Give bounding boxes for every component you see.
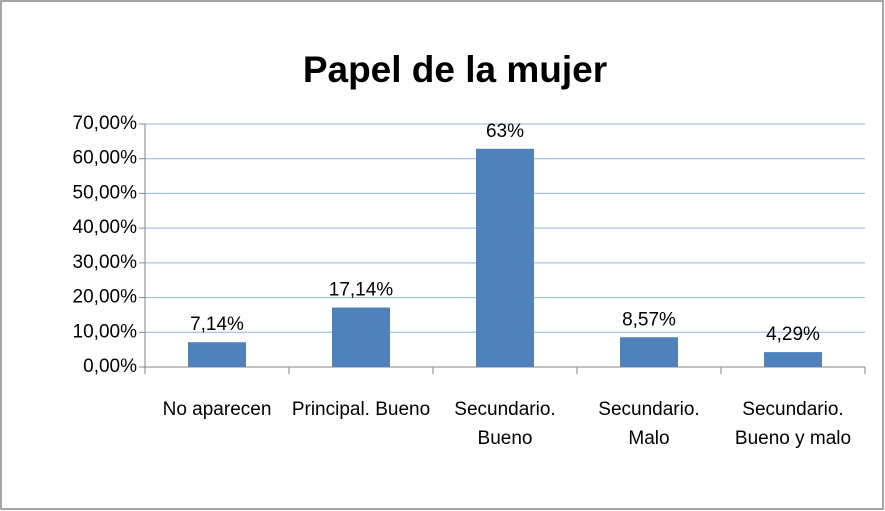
bar xyxy=(764,352,822,367)
chart-title: Papel de la mujer xyxy=(303,49,607,90)
y-tick-label: 0,00% xyxy=(83,356,137,377)
bar xyxy=(620,337,678,367)
y-tick-label: 40,00% xyxy=(73,217,138,238)
bar xyxy=(476,148,534,367)
value-label: 7,14% xyxy=(190,314,244,335)
value-label: 17,14% xyxy=(329,280,394,301)
value-label: 4,29% xyxy=(766,324,820,345)
x-tick-label: Secundario. Bueno xyxy=(454,399,556,449)
x-tick-label: Secundario. Malo xyxy=(598,399,700,449)
value-label: 63% xyxy=(486,121,524,142)
x-tick-label: Principal. Bueno xyxy=(291,399,431,420)
y-tick-label: 50,00% xyxy=(73,182,138,203)
y-tick-label: 10,00% xyxy=(73,321,138,342)
x-tick-label: Secundario. Bueno y malo xyxy=(734,399,852,449)
value-label: 8,57% xyxy=(622,309,676,330)
bar xyxy=(188,342,246,367)
y-tick-label: 30,00% xyxy=(73,252,138,273)
x-tick-label: No aparecen xyxy=(162,399,272,420)
bar xyxy=(332,307,390,367)
y-tick-label: 70,00% xyxy=(73,113,138,134)
y-tick-label: 20,00% xyxy=(73,287,138,308)
y-tick-label: 60,00% xyxy=(73,148,138,169)
